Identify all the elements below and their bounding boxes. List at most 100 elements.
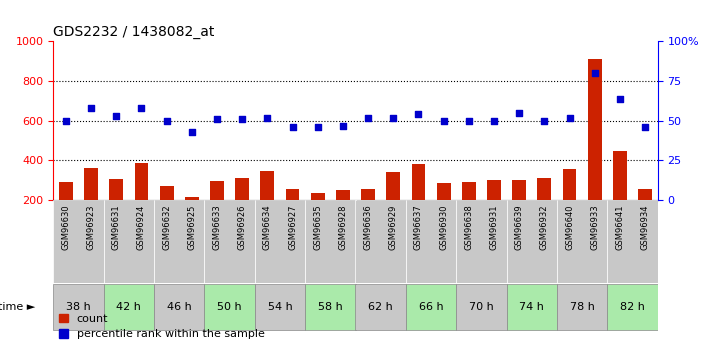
Bar: [104, 41, 129, 200]
Bar: [456, 284, 506, 330]
Point: [287, 124, 298, 130]
Bar: [305, 41, 331, 200]
Point: [564, 115, 575, 120]
Text: GSM96924: GSM96924: [137, 204, 146, 250]
Bar: [59, 182, 73, 200]
Bar: [210, 181, 224, 200]
Bar: [356, 200, 406, 283]
Bar: [185, 197, 199, 200]
Bar: [53, 200, 104, 283]
Text: 58 h: 58 h: [318, 302, 343, 312]
Point: [85, 105, 97, 111]
Bar: [104, 200, 154, 283]
Bar: [582, 41, 607, 200]
Text: GSM96634: GSM96634: [263, 204, 272, 250]
Bar: [607, 41, 633, 200]
Point: [513, 110, 525, 116]
Bar: [532, 41, 557, 200]
Bar: [557, 41, 582, 200]
Point: [463, 118, 474, 124]
Bar: [512, 180, 526, 200]
Point: [614, 96, 626, 101]
Text: GSM96631: GSM96631: [112, 204, 121, 250]
Point: [387, 115, 399, 120]
Bar: [506, 200, 557, 283]
Text: GSM96934: GSM96934: [641, 204, 650, 250]
Bar: [255, 284, 305, 330]
Bar: [84, 168, 98, 200]
Bar: [305, 284, 356, 330]
Text: GSM96927: GSM96927: [288, 204, 297, 250]
Point: [363, 115, 374, 120]
Bar: [78, 41, 104, 200]
Bar: [311, 193, 325, 200]
Text: GSM96641: GSM96641: [616, 204, 624, 250]
Point: [111, 113, 122, 119]
Point: [262, 115, 273, 120]
Bar: [613, 150, 627, 200]
Text: GSM96930: GSM96930: [439, 204, 448, 250]
Bar: [129, 41, 154, 200]
Bar: [160, 186, 173, 200]
Bar: [205, 41, 230, 200]
Text: 46 h: 46 h: [167, 302, 191, 312]
Bar: [205, 200, 255, 283]
Text: GSM96926: GSM96926: [237, 204, 247, 250]
Bar: [456, 41, 481, 200]
Legend: count, percentile rank within the sample: count, percentile rank within the sample: [59, 314, 264, 339]
Bar: [562, 169, 577, 200]
Point: [337, 123, 348, 128]
Bar: [487, 180, 501, 200]
Text: GSM96636: GSM96636: [363, 204, 373, 250]
Text: 70 h: 70 h: [469, 302, 493, 312]
Text: GSM96931: GSM96931: [489, 204, 498, 250]
Bar: [280, 41, 305, 200]
Bar: [356, 284, 406, 330]
Bar: [179, 41, 205, 200]
Point: [413, 112, 424, 117]
Point: [438, 118, 449, 124]
Text: GSM96928: GSM96928: [338, 204, 348, 250]
Text: 38 h: 38 h: [66, 302, 91, 312]
Bar: [104, 284, 154, 330]
Bar: [230, 41, 255, 200]
Bar: [361, 189, 375, 200]
Bar: [412, 164, 425, 200]
Bar: [481, 41, 506, 200]
Point: [312, 124, 324, 130]
Text: GSM96630: GSM96630: [61, 204, 70, 250]
Bar: [406, 284, 456, 330]
Bar: [431, 41, 456, 200]
Bar: [638, 189, 652, 200]
Bar: [386, 172, 400, 200]
Text: 50 h: 50 h: [218, 302, 242, 312]
Bar: [336, 190, 350, 200]
Bar: [406, 200, 456, 283]
Point: [589, 70, 600, 76]
Point: [237, 116, 248, 122]
Point: [136, 105, 147, 111]
Bar: [154, 41, 179, 200]
Text: GSM96635: GSM96635: [314, 204, 322, 250]
Point: [60, 118, 72, 124]
Bar: [588, 59, 602, 200]
Point: [186, 129, 198, 135]
Text: 78 h: 78 h: [570, 302, 594, 312]
Text: GDS2232 / 1438082_at: GDS2232 / 1438082_at: [53, 25, 215, 39]
Bar: [538, 178, 551, 200]
Text: GSM96925: GSM96925: [187, 204, 196, 250]
Point: [539, 118, 550, 124]
Bar: [255, 41, 280, 200]
Text: time ►: time ►: [0, 302, 36, 312]
Text: GSM96932: GSM96932: [540, 204, 549, 250]
Bar: [134, 164, 149, 200]
Text: GSM96639: GSM96639: [515, 204, 524, 250]
Bar: [462, 182, 476, 200]
Text: 66 h: 66 h: [419, 302, 444, 312]
Bar: [235, 178, 249, 200]
Point: [488, 118, 500, 124]
Text: 82 h: 82 h: [620, 302, 645, 312]
Bar: [437, 183, 451, 200]
Text: GSM96633: GSM96633: [213, 204, 222, 250]
Text: GSM96923: GSM96923: [87, 204, 95, 250]
